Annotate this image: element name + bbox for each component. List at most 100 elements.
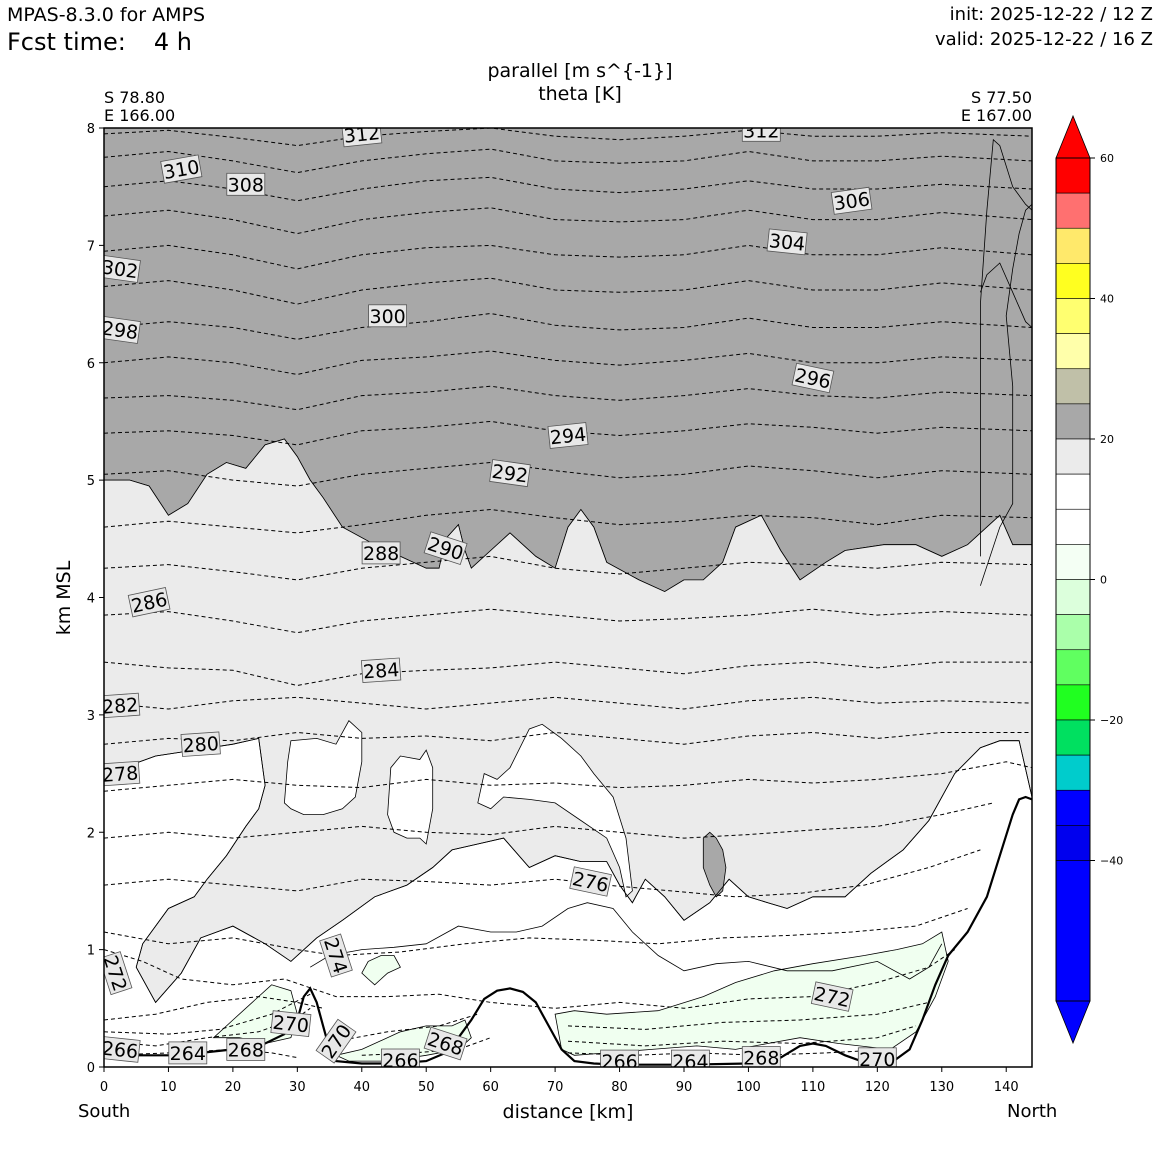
theta-label-text: 300: [369, 306, 405, 328]
colorbar-bin: [1055, 298, 1091, 334]
theta-label: 268: [226, 1038, 266, 1061]
theta-isentrope-286: [104, 608, 1032, 634]
colorbar-tick-label: −20: [1100, 714, 1123, 727]
colorbar-tick-label: 20: [1100, 433, 1114, 446]
theta-label-box: [857, 1047, 897, 1067]
colorbar-bin: [1055, 579, 1091, 615]
x-tick-label: 40: [354, 1080, 371, 1095]
theta-label-text: 302: [100, 256, 139, 283]
theta-label: 264: [168, 1041, 208, 1065]
theta-label: 282: [101, 692, 141, 719]
theta-isentrope-304: [104, 244, 1032, 270]
theta-label-box: [830, 186, 873, 215]
theta-isentrope-268: [567, 1025, 917, 1047]
x-tick-label: 100: [736, 1080, 761, 1095]
theta-label-text: 270: [859, 1049, 895, 1071]
colorbar-tick-label: 0: [1100, 574, 1107, 587]
y-tick-label: 2: [87, 826, 95, 841]
theta-label-box: [368, 304, 408, 328]
colorbar-tick-label: −40: [1100, 855, 1123, 868]
colorbar-bin: [1055, 157, 1091, 194]
theta-label-box: [360, 657, 402, 684]
colorbar-bin: [1055, 860, 1091, 1002]
theta-label: 288: [361, 541, 401, 565]
colorbar-under-arrow: [1055, 1000, 1091, 1045]
theta-label-box: [810, 981, 854, 1012]
theta-label-box: [489, 459, 531, 488]
theta-label-box: [423, 1026, 468, 1061]
theta-label: 306: [830, 186, 873, 215]
theta-label-text: 268: [743, 1048, 779, 1070]
theta-label-text: 264: [170, 1043, 206, 1065]
plot-area: 312 3123103083063043023002982962942922902…: [100, 128, 1032, 1073]
direction-south-label: South: [78, 1101, 131, 1122]
theta-label-text: 266: [601, 1051, 637, 1073]
theta-label-box: [791, 362, 835, 394]
wind-contour-line: [104, 737, 266, 968]
theta-label: 292: [489, 459, 531, 488]
y-tick-label: 5: [87, 474, 95, 489]
theta-label-box: [180, 731, 221, 757]
theta-label-box: [127, 587, 171, 618]
colorbar-bin: [1055, 403, 1091, 440]
theta-label-box: [226, 1038, 266, 1061]
theta-label-box: [361, 541, 401, 565]
x-tick-label: 30: [289, 1080, 306, 1095]
theta-label-box: [104, 315, 141, 344]
theta-label-text: 292: [490, 461, 529, 488]
y-tick-label: 1: [87, 944, 95, 959]
x-tick-label: 140: [994, 1080, 1019, 1095]
theta-label-box: [104, 1036, 141, 1063]
theta-isentrope-296: [104, 385, 1032, 411]
theta-label-box: [315, 1018, 357, 1064]
theta-label-box: [160, 154, 203, 184]
theta-label-text: 282: [101, 694, 139, 718]
wind-contour-line: [309, 902, 943, 980]
wind-contour-line: [980, 138, 1032, 557]
theta-label-box: [741, 1046, 781, 1067]
theta-label: 280: [180, 731, 221, 757]
terrain-line: [104, 795, 1032, 1066]
colorbar-bin: [1055, 754, 1091, 791]
x-tick-label: 80: [611, 1080, 628, 1095]
y-tick-label: 4: [87, 592, 95, 607]
theta-label: 264: [671, 1049, 710, 1073]
x-tick-label: 0: [100, 1080, 108, 1095]
theta-isentrope-300: [104, 312, 1032, 340]
colorbar: 60 40 20 0 −20 −40: [1055, 114, 1123, 1045]
init-time: init: 2025-12-22 / 12 Z: [949, 4, 1153, 25]
theta-label-box: [319, 933, 353, 978]
theta-label-text: 284: [362, 659, 400, 683]
x-tick-label: 90: [676, 1080, 693, 1095]
wind-region-green-patch-1: [361, 955, 401, 986]
theta-label: 294: [547, 422, 589, 449]
plot-title-wind: parallel [m s^{-1}]: [487, 60, 673, 82]
theta-isentrope-290: [104, 508, 1032, 534]
x-axis-label: distance [km]: [503, 1101, 634, 1123]
x-tick-label: 20: [225, 1080, 242, 1095]
y-axis-label: km MSL: [53, 560, 75, 635]
theta-isentrope-302: [104, 277, 1032, 305]
forecast-time: Fcst time: 4 h: [7, 28, 192, 56]
theta-label-text: 264: [672, 1051, 708, 1073]
theta-isentrope-294: [104, 420, 1032, 446]
theta-isentrope-266: [361, 1037, 491, 1056]
theta-label: 304: [766, 228, 808, 256]
theta-label-text: 270: [272, 1012, 310, 1038]
colorbar-tick-label: 60: [1100, 152, 1114, 165]
theta-label-text: 280: [182, 733, 220, 757]
y-tick-label: 3: [87, 709, 95, 724]
colorbar-bin: [1055, 508, 1091, 545]
theta-label: 310: [160, 154, 203, 184]
left-endpoint-lon: E 166.00: [104, 106, 176, 125]
theta-label: 266: [380, 1048, 420, 1067]
y-tick-label: 8: [87, 122, 95, 137]
colorbar-bin: [1055, 368, 1091, 405]
colorbar-bin: [1055, 649, 1091, 686]
theta-label: 284: [360, 657, 402, 684]
y-tick-label: 0: [87, 1061, 95, 1076]
theta-label-box: [104, 254, 141, 283]
theta-label: 300: [368, 304, 408, 328]
theta-isentrope-292: [104, 461, 1032, 487]
right-endpoint-coords: S 77.50 E 167.00: [961, 89, 1032, 125]
